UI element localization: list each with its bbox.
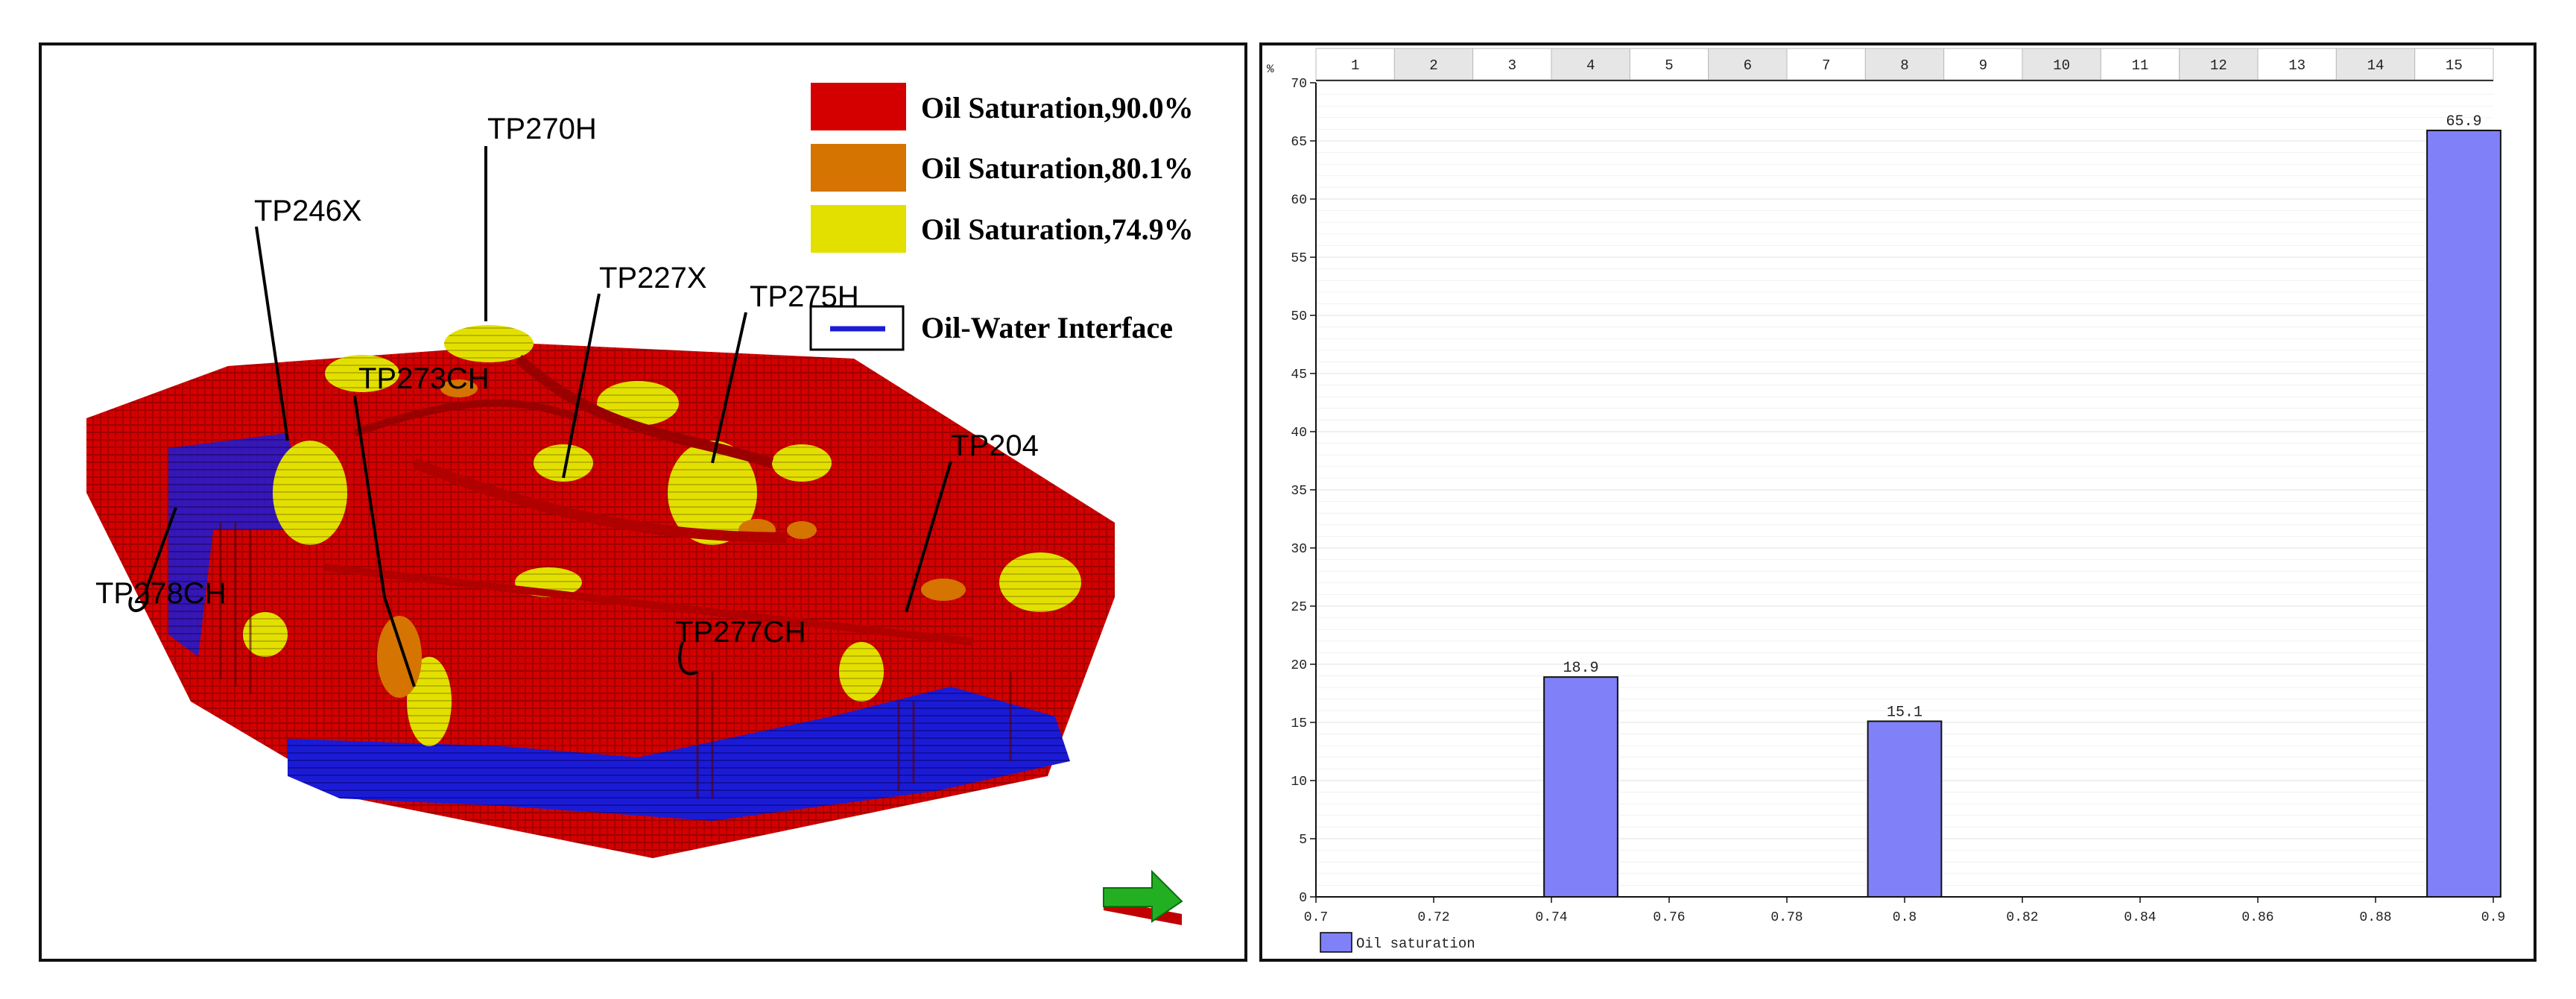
histogram-chart: 1 2 3 4 5 6 7 8 9 10 11 12 13 14 15 051015202530354045…	[1267, 48, 2505, 953]
well-trajectories	[128, 146, 952, 687]
bin-header-cell	[1786, 48, 1866, 81]
reservoir-body	[86, 325, 1115, 858]
legend-swatch-75	[811, 205, 906, 253]
well-line-tp277ch	[678, 641, 698, 675]
plot-area: 0 5 10 15 20 25 30 35 40 45 50 55 60 65 70 0.7 0.72 0.74 0…	[1291, 77, 2505, 925]
bin-header-cell	[1551, 48, 1630, 81]
well-label-tp278ch: TP278CH	[95, 577, 227, 610]
well-line-tp227x	[562, 293, 601, 479]
histogram-bar	[2426, 129, 2501, 898]
x-tick-label: 0.9	[2481, 910, 2505, 925]
histogram-panel: 1 2 3 4 5 6 7 8 9 10 11 12 13 14 15 0 5 10 15 20 25 30 35 40 45…	[1259, 42, 2537, 962]
legend-swatch-80	[811, 144, 906, 192]
bin-header-cell	[1315, 48, 1395, 81]
y-tick-label: 0	[1299, 891, 1307, 906]
well-label-tp277ch: TP277CH	[675, 616, 806, 649]
y-axis-label: %	[1267, 63, 1274, 76]
x-tick-label: 0.7	[1304, 910, 1328, 925]
bin-header-cell	[1943, 48, 2023, 81]
chart-legend-label: Oil saturation	[1356, 936, 1475, 952]
bin-header-label: 7	[1822, 57, 1830, 74]
y-tick-label: 70	[1291, 77, 1307, 92]
legend-label-80: Oil Saturation,80.1%	[921, 151, 1194, 185]
x-tick-label: 0.84	[2124, 910, 2156, 925]
chart-legend-swatch	[1320, 932, 1352, 953]
bin-header-cell	[1864, 48, 1945, 81]
x-tick-label: 0.88	[2359, 910, 2391, 925]
x-tick-label: 0.78	[1770, 910, 1803, 925]
legend-label-75: Oil Saturation,74.9%	[921, 212, 1194, 246]
y-tick-label: 15	[1291, 716, 1307, 731]
well-line-tp273ch	[353, 395, 416, 687]
histogram-bar	[1867, 720, 1943, 898]
bin-header-label: 3	[1508, 57, 1516, 74]
well-line-tp204	[905, 461, 952, 613]
bin-header-label: 15	[2446, 57, 2463, 74]
well-label-tp273ch: TP273CH	[358, 362, 490, 395]
bin-header-cell	[2414, 48, 2494, 81]
bin-header-label: 4	[1586, 57, 1595, 74]
bin-header-cell	[2257, 48, 2337, 81]
y-tick-label: 25	[1291, 600, 1307, 615]
x-tick-label: 0.86	[2241, 910, 2273, 925]
bin-header-cell	[2335, 48, 2416, 81]
y-tick-label: 65	[1291, 135, 1307, 150]
bin-header-cell	[1393, 48, 1474, 81]
bin-header-cell	[2022, 48, 2101, 81]
y-tick-label: 45	[1291, 368, 1307, 382]
bin-header-label: 5	[1665, 57, 1673, 74]
x-tick-label: 0.72	[1417, 910, 1449, 925]
well-line-tp246x	[255, 226, 289, 441]
bin-header-label: 14	[2367, 57, 2384, 74]
bin-header-label: 12	[2210, 57, 2227, 74]
bin-header-cell	[1629, 48, 1709, 81]
reservoir-3d-panel: TP270H TP246X TP227X TP275H TP273CH TP20…	[39, 42, 1247, 962]
well-label-tp227x: TP227X	[599, 262, 707, 294]
orientation-arrow-icon	[1103, 869, 1183, 925]
y-tick-label: 55	[1291, 251, 1307, 266]
y-tick-label: 50	[1291, 309, 1307, 324]
bin-header-label: 11	[2132, 57, 2149, 74]
bin-header-label: 9	[1979, 57, 1987, 74]
legend-swatch-90	[811, 83, 906, 130]
y-tick-label: 20	[1291, 658, 1307, 673]
well-line-tp278ch	[128, 507, 177, 612]
y-tick-label: 40	[1291, 426, 1307, 441]
x-tick-label: 0.74	[1535, 910, 1567, 925]
bar-value-label: 15.1	[1887, 704, 1922, 721]
bin-header-label: 2	[1429, 57, 1437, 74]
x-tick-label: 0.82	[2006, 910, 2038, 925]
bin-header-label: 10	[2053, 57, 2070, 74]
bin-header-label: 8	[1900, 57, 1908, 74]
bin-header-label: 1	[1351, 57, 1359, 74]
bar-value-label: 18.9	[1563, 660, 1598, 677]
bin-header-cell	[1708, 48, 1788, 81]
bar-value-label: 65.9	[2446, 113, 2481, 130]
x-tick-label: 0.8	[1893, 910, 1917, 925]
bin-header-label: 13	[2288, 57, 2306, 74]
y-tick-label: 30	[1291, 542, 1307, 557]
y-tick-label: 5	[1299, 833, 1307, 848]
well-label-tp246x: TP246X	[254, 195, 362, 227]
well-label-tp270h: TP270H	[487, 113, 597, 145]
legend: Oil Saturation,90.0% Oil Saturation,80.1…	[809, 83, 1194, 351]
histogram-bar	[1543, 676, 1618, 898]
bin-header-strip: 1 2 3 4 5 6 7 8 9 10 11 12 13 14 15	[1315, 48, 2494, 81]
well-label-tp204: TP204	[951, 429, 1039, 462]
y-tick-label: 35	[1291, 484, 1307, 499]
reservoir-3d-model: TP270H TP246X TP227X TP275H TP273CH TP20…	[86, 83, 1194, 925]
legend-label-90: Oil Saturation,90.0%	[921, 91, 1194, 125]
x-tick-label: 0.76	[1653, 910, 1685, 925]
well-line-tp275h	[711, 312, 747, 464]
bin-header-label: 6	[1744, 57, 1752, 74]
chart-legend: Oil saturation	[1320, 932, 1475, 953]
legend-label-owc: Oil-Water Interface	[921, 311, 1173, 344]
y-tick-label: 60	[1291, 193, 1307, 208]
y-tick-label: 10	[1291, 775, 1307, 790]
bin-header-cell	[2179, 48, 2259, 81]
